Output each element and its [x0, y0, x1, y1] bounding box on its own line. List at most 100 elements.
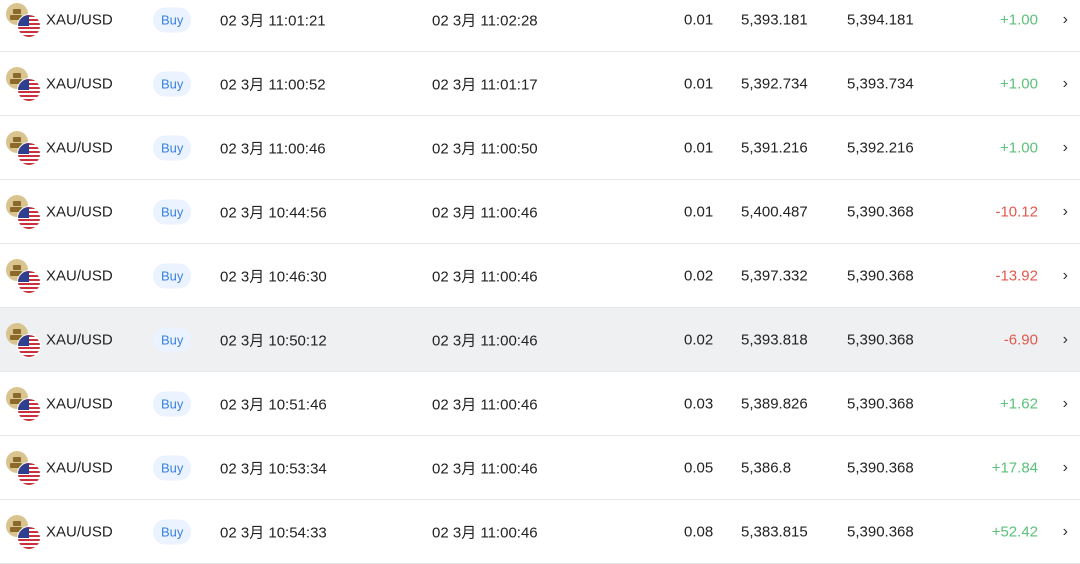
- chevron-right-icon[interactable]: ›: [1062, 522, 1068, 540]
- side-badge: Buy: [153, 71, 192, 96]
- volume: 0.01: [684, 139, 714, 156]
- profit-loss: +17.84: [991, 459, 1038, 476]
- gold-usd-flag-icon: [6, 450, 41, 486]
- chevron-right-icon[interactable]: ›: [1062, 266, 1068, 284]
- gold-usd-flag-icon: [6, 322, 41, 358]
- gold-usd-flag-icon: [6, 514, 41, 550]
- open-price: 5,393.818: [741, 331, 808, 348]
- open-time: 02 3月 10:44:56: [220, 204, 327, 221]
- profit-loss: +1.00: [1000, 11, 1038, 28]
- close-time: 02 3月 11:02:28: [432, 12, 538, 29]
- close-price: 5,390.368: [847, 331, 914, 348]
- close-price: 5,390.368: [847, 459, 914, 476]
- symbol: XAU/USD: [46, 395, 113, 412]
- side-badge: Buy: [153, 391, 192, 416]
- symbol: XAU/USD: [46, 459, 113, 476]
- volume: 0.01: [684, 75, 714, 92]
- chevron-right-icon[interactable]: ›: [1062, 394, 1068, 412]
- close-time: 02 3月 11:01:17: [432, 76, 538, 93]
- side-badge: Buy: [153, 263, 192, 288]
- profit-loss: +52.42: [991, 523, 1038, 540]
- chevron-right-icon[interactable]: ›: [1062, 202, 1068, 220]
- volume: 0.08: [684, 523, 714, 540]
- side-badge: Buy: [153, 455, 192, 480]
- open-price: 5,391.216: [741, 139, 808, 156]
- open-time: 02 3月 11:01:21: [220, 12, 326, 29]
- volume: 0.05: [684, 459, 714, 476]
- side-badge: Buy: [153, 135, 192, 160]
- us-flag-icon: [17, 269, 41, 294]
- open-price: 5,383.815: [741, 523, 808, 540]
- volume: 0.01: [684, 203, 714, 220]
- gold-usd-flag-icon: [6, 2, 41, 38]
- volume: 0.01: [684, 11, 714, 28]
- close-price: 5,390.368: [847, 203, 914, 220]
- close-time: 02 3月 11:00:46: [432, 268, 538, 285]
- chevron-right-icon[interactable]: ›: [1062, 330, 1068, 348]
- side-badge: Buy: [153, 7, 192, 32]
- us-flag-icon: [17, 333, 41, 358]
- trade-row[interactable]: XAU/USD Buy 02 3月 11:01:21 02 3月 11:02:2…: [0, 0, 1080, 52]
- volume: 0.03: [684, 395, 714, 412]
- us-flag-icon: [17, 205, 41, 230]
- open-time: 02 3月 11:00:52: [220, 76, 326, 93]
- close-time: 02 3月 11:00:46: [432, 204, 538, 221]
- volume: 0.02: [684, 331, 714, 348]
- open-price: 5,397.332: [741, 267, 808, 284]
- trade-row[interactable]: XAU/USD Buy 02 3月 10:50:12 02 3月 11:00:4…: [0, 308, 1080, 372]
- symbol: XAU/USD: [46, 267, 113, 284]
- trade-row[interactable]: XAU/USD Buy 02 3月 10:53:34 02 3月 11:00:4…: [0, 436, 1080, 500]
- chevron-right-icon[interactable]: ›: [1062, 10, 1068, 28]
- open-time: 02 3月 11:00:46: [220, 140, 326, 157]
- symbol: XAU/USD: [46, 523, 113, 540]
- chevron-right-icon[interactable]: ›: [1062, 458, 1068, 476]
- close-price: 5,394.181: [847, 11, 914, 28]
- close-price: 5,390.368: [847, 523, 914, 540]
- side-badge: Buy: [153, 519, 192, 544]
- symbol: XAU/USD: [46, 75, 113, 92]
- close-price: 5,393.734: [847, 75, 914, 92]
- open-time: 02 3月 10:53:34: [220, 460, 327, 477]
- symbol: XAU/USD: [46, 331, 113, 348]
- open-time: 02 3月 10:50:12: [220, 332, 327, 349]
- profit-loss: +1.00: [1000, 139, 1038, 156]
- trade-row[interactable]: XAU/USD Buy 02 3月 11:00:46 02 3月 11:00:5…: [0, 116, 1080, 180]
- open-time: 02 3月 10:54:33: [220, 524, 327, 541]
- close-time: 02 3月 11:00:46: [432, 332, 538, 349]
- profit-loss: +1.00: [1000, 75, 1038, 92]
- open-price: 5,400.487: [741, 203, 808, 220]
- side-badge: Buy: [153, 327, 192, 352]
- us-flag-icon: [17, 77, 41, 102]
- trade-row[interactable]: XAU/USD Buy 02 3月 11:00:52 02 3月 11:01:1…: [0, 52, 1080, 116]
- symbol: XAU/USD: [46, 11, 113, 28]
- chevron-right-icon[interactable]: ›: [1062, 138, 1068, 156]
- close-price: 5,390.368: [847, 395, 914, 412]
- profit-loss: -10.12: [995, 203, 1038, 220]
- us-flag-icon: [17, 397, 41, 422]
- us-flag-icon: [17, 13, 41, 38]
- profit-loss: -13.92: [995, 267, 1038, 284]
- gold-usd-flag-icon: [6, 258, 41, 294]
- open-price: 5,386.8: [741, 459, 792, 476]
- trade-row[interactable]: XAU/USD Buy 02 3月 10:44:56 02 3月 11:00:4…: [0, 180, 1080, 244]
- open-time: 02 3月 10:46:30: [220, 268, 327, 285]
- profit-loss: +1.62: [1000, 395, 1038, 412]
- symbol: XAU/USD: [46, 203, 113, 220]
- close-time: 02 3月 11:00:46: [432, 460, 538, 477]
- chevron-right-icon[interactable]: ›: [1062, 74, 1068, 92]
- close-time: 02 3月 11:00:46: [432, 524, 538, 541]
- us-flag-icon: [17, 461, 41, 486]
- us-flag-icon: [17, 141, 41, 166]
- gold-usd-flag-icon: [6, 386, 41, 422]
- open-price: 5,393.181: [741, 11, 808, 28]
- open-time: 02 3月 10:51:46: [220, 396, 327, 413]
- gold-usd-flag-icon: [6, 130, 41, 166]
- trade-row[interactable]: XAU/USD Buy 02 3月 10:46:30 02 3月 11:00:4…: [0, 244, 1080, 308]
- trade-row[interactable]: XAU/USD Buy 02 3月 10:54:33 02 3月 11:00:4…: [0, 500, 1080, 564]
- symbol: XAU/USD: [46, 139, 113, 156]
- profit-loss: -6.90: [1003, 331, 1038, 348]
- trade-row[interactable]: XAU/USD Buy 02 3月 10:51:46 02 3月 11:00:4…: [0, 372, 1080, 436]
- open-price: 5,389.826: [741, 395, 808, 412]
- close-time: 02 3月 11:00:46: [432, 396, 538, 413]
